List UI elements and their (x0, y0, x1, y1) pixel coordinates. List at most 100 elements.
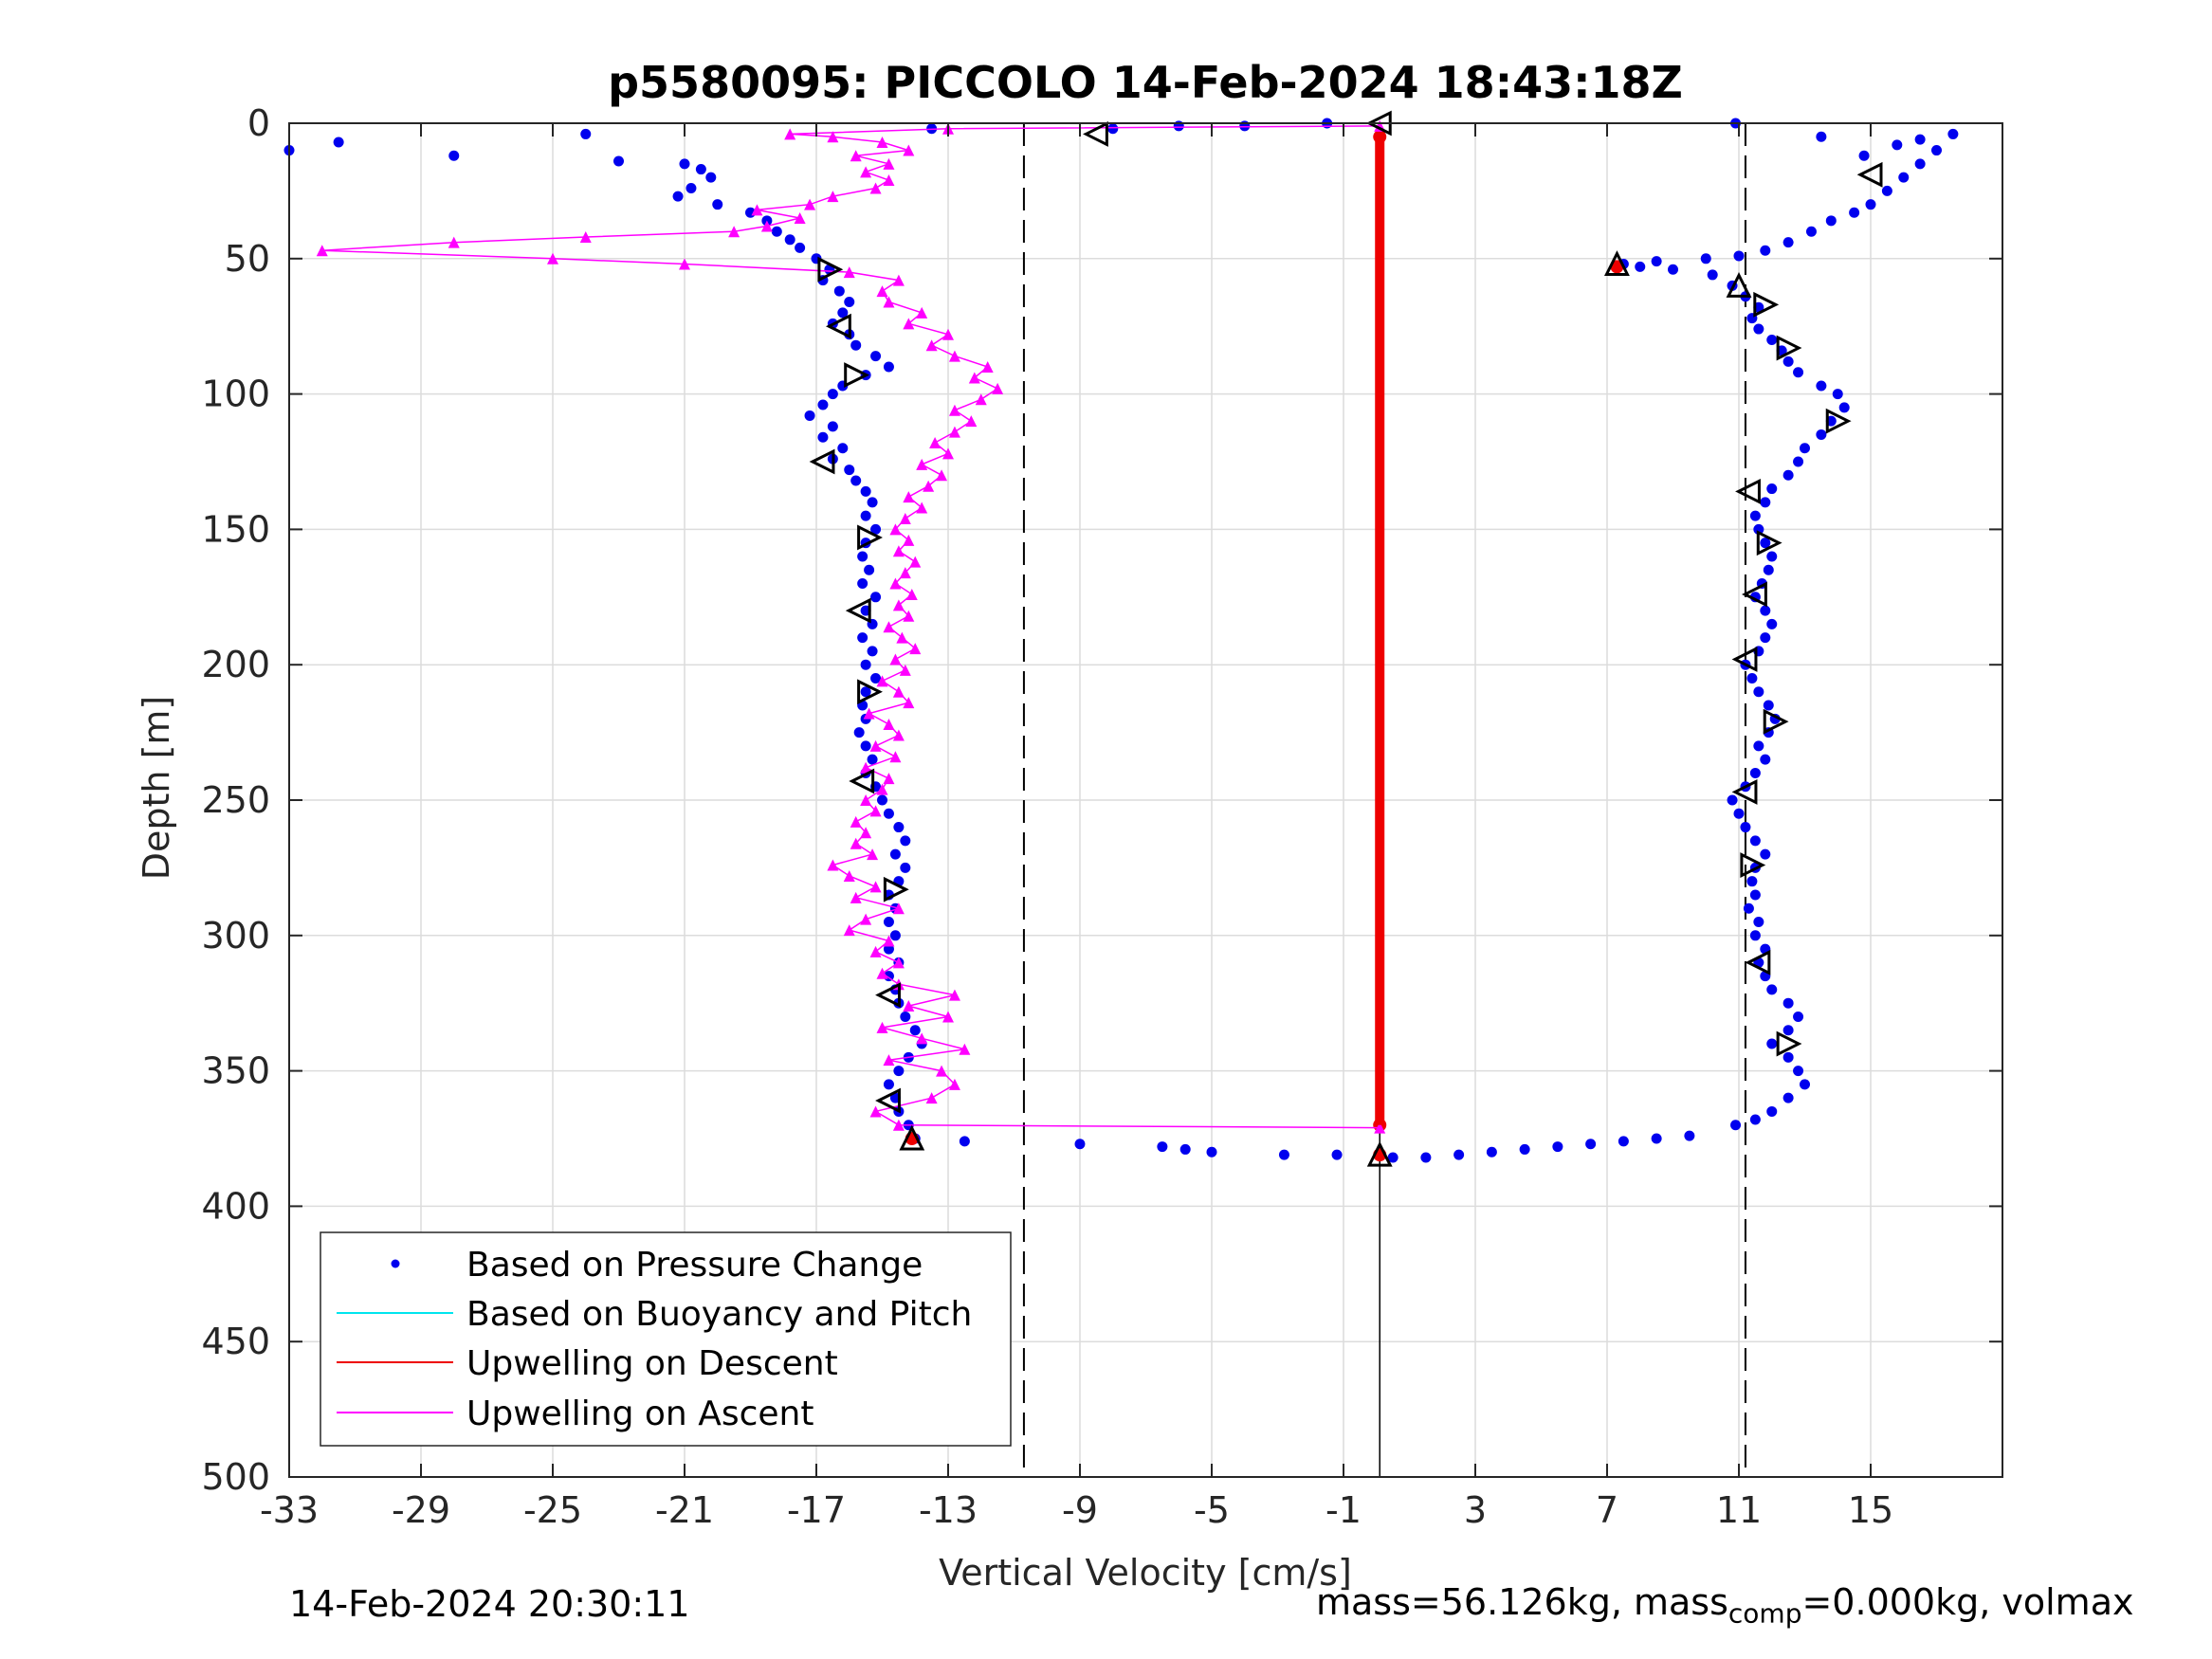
pressure-point (1753, 523, 1764, 535)
pressure-point (1331, 1149, 1343, 1160)
pressure-point (1816, 131, 1827, 142)
pressure-point (844, 465, 855, 476)
ascent-point (876, 967, 888, 979)
pressure-point (613, 155, 624, 167)
pressure-point (1760, 538, 1771, 549)
pressure-point (686, 183, 697, 194)
open-triangle-marker (1745, 949, 1771, 975)
pressure-point (1749, 1114, 1761, 1125)
pressure-point (1552, 1141, 1563, 1153)
ascent-point (869, 1105, 882, 1118)
pressure-point (844, 296, 855, 307)
x-tick-label: 11 (1716, 1489, 1762, 1531)
pressure-point (1707, 269, 1718, 281)
open-triangle-marker (1856, 161, 1883, 188)
pressure-point (1766, 618, 1778, 629)
pressure-point (712, 199, 723, 210)
pressure-point (1766, 984, 1778, 995)
open-triangle-marker (1742, 581, 1767, 608)
pressure-point (1733, 808, 1745, 819)
pressure-point (804, 410, 815, 421)
ascent-point (899, 664, 911, 676)
pressure-point (1782, 1092, 1794, 1103)
pressure-point (883, 917, 894, 928)
ascent-point (948, 1078, 960, 1090)
pressure-point (900, 862, 911, 873)
pressure-point (1898, 172, 1910, 183)
pressure-point (1782, 1051, 1794, 1063)
pressure-point (1618, 1136, 1629, 1147)
pressure-point (1760, 497, 1771, 508)
x-tick-label: -5 (1194, 1489, 1230, 1531)
legend-label: Upwelling on Descent (466, 1344, 838, 1383)
pressure-point (1816, 428, 1827, 440)
y-tick-label: 350 (201, 1050, 270, 1092)
ascent-point (448, 236, 460, 248)
ascent-point (968, 372, 980, 384)
pressure-point (1668, 264, 1678, 275)
x-tick-label: 15 (1848, 1489, 1893, 1531)
chart-title: p5580095: PICCOLO 14-Feb-2024 18:43:18Z (608, 57, 1683, 108)
pressure-point (817, 399, 829, 410)
pressure-point (1782, 997, 1794, 1009)
pressure-point (1793, 1066, 1804, 1077)
pressure-point (1743, 902, 1754, 914)
pressure-point (889, 930, 901, 941)
pressure-point (1749, 510, 1761, 521)
open-triangle-marker (875, 1087, 901, 1114)
pressure-point (833, 285, 845, 297)
data-layer (283, 110, 1959, 1167)
pressure-point (1753, 917, 1764, 928)
footer-mass-info: mass=56.126kg, masscomp=0.000kg, volmax (1316, 1581, 2133, 1630)
pressure-point (850, 475, 862, 486)
y-tick-label: 150 (201, 508, 270, 550)
ascent-point (925, 1092, 938, 1104)
x-tick-label: -25 (523, 1489, 582, 1531)
ascent-point (883, 157, 895, 170)
pressure-point (870, 672, 882, 684)
x-tick-label: -21 (655, 1489, 714, 1531)
ascent-point (892, 957, 905, 969)
ascent-point (784, 128, 796, 140)
ascent-point (916, 1032, 928, 1045)
ascent-point (981, 361, 994, 374)
pressure-point (893, 1066, 905, 1077)
ascent-point (892, 685, 905, 698)
ascent-point (899, 567, 911, 579)
pressure-point (1387, 1152, 1398, 1163)
open-triangle-marker (1731, 779, 1758, 805)
pressure-point (1749, 889, 1761, 901)
ascent-point (992, 382, 1004, 394)
pressure-point (857, 632, 868, 644)
ascent-point (883, 296, 895, 308)
open-triangle-marker (1726, 272, 1752, 298)
ascent-point (903, 144, 915, 156)
open-triangle-marker (857, 524, 883, 551)
ascent-point (936, 1065, 948, 1077)
pressure-point (672, 191, 684, 202)
pressure-point (1420, 1152, 1432, 1163)
series-upwelling-on-descent-profile (1375, 137, 1385, 1125)
pressure-point (1730, 1120, 1742, 1131)
pressure-point (1832, 389, 1843, 400)
ascent-point (903, 491, 915, 503)
pressure-point (870, 523, 882, 535)
ascent-point (916, 306, 928, 319)
pressure-point (893, 822, 905, 833)
ascent-point (1374, 1121, 1386, 1134)
pressure-point (867, 497, 878, 508)
ascent-point (903, 1000, 915, 1012)
pressure-point (1453, 1149, 1465, 1160)
ascent-point (883, 935, 895, 947)
pressure-point (1486, 1146, 1497, 1158)
open-triangle-marker (1604, 250, 1630, 277)
pressure-point (900, 1011, 911, 1022)
ascent-point (827, 859, 839, 871)
pressure-point (1947, 128, 1959, 139)
ascent-point (843, 869, 855, 882)
ascent-point (903, 534, 915, 546)
open-triangle-marker (1735, 478, 1761, 504)
pressure-point (1746, 876, 1758, 887)
pressure-point (853, 727, 865, 738)
pressure-point (1519, 1143, 1530, 1155)
